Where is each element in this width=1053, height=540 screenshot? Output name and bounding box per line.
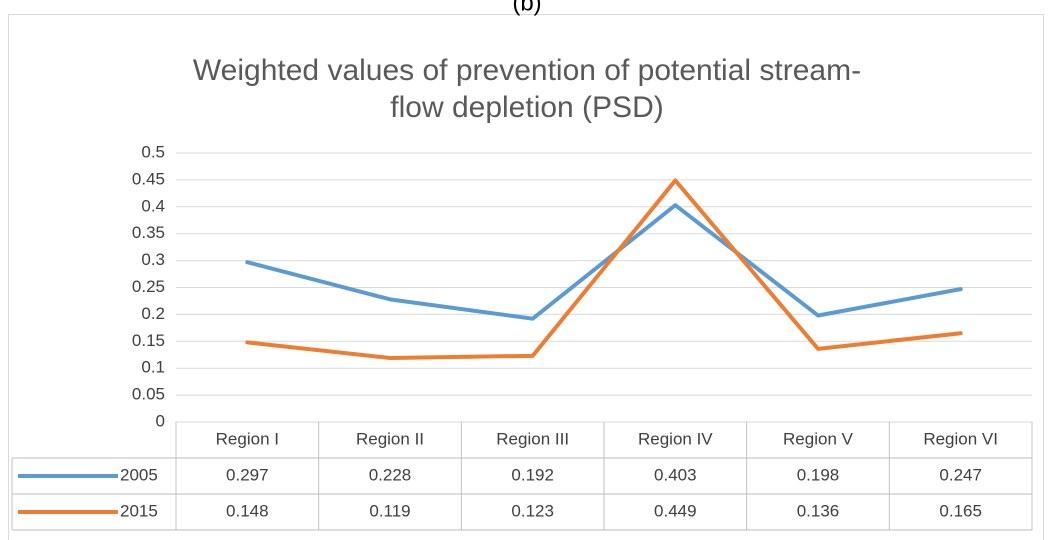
y-tick-label: 0.25: [132, 277, 165, 296]
chart-title: flow depletion (PSD): [390, 91, 663, 124]
y-tick-label: 0.15: [132, 331, 165, 350]
x-tick-label: Region II: [356, 429, 424, 448]
y-tick-label: 0.4: [141, 196, 165, 215]
legend-label: 2015: [120, 501, 158, 520]
x-tick-label: Region I: [216, 429, 279, 448]
table-value: 0.403: [654, 465, 697, 484]
figure-label: (b): [512, 0, 541, 16]
table-value: 0.247: [939, 465, 982, 484]
table-value: 0.165: [939, 501, 982, 520]
y-tick-label: 0: [156, 411, 165, 430]
y-tick-label: 0.05: [132, 385, 165, 404]
table-value: 0.148: [226, 501, 269, 520]
x-tick-label: Region V: [783, 429, 854, 448]
y-tick-label: 0.45: [132, 169, 165, 188]
y-tick-label: 0.3: [141, 250, 165, 269]
y-tick-label: 0.35: [132, 223, 165, 242]
y-tick-label: 0.2: [141, 304, 165, 323]
table-value: 0.297: [226, 465, 269, 484]
y-tick-label: 0.1: [141, 358, 165, 377]
table-value: 0.136: [797, 501, 840, 520]
table-value: 0.228: [369, 465, 412, 484]
series-line: [245, 203, 963, 321]
chart-title: Weighted values of prevention of potenti…: [193, 54, 861, 87]
label-mask: [480, 0, 580, 14]
x-tick-label: Region VI: [923, 429, 998, 448]
table-value: 0.198: [797, 465, 840, 484]
y-tick-label: 0.5: [141, 142, 165, 161]
table-value: 0.192: [511, 465, 554, 484]
table-value: 0.119: [369, 501, 410, 520]
legend-label: 2005: [120, 465, 158, 484]
chart-border: [8, 14, 1044, 540]
x-tick-label: Region IV: [638, 429, 713, 448]
series-line: [245, 178, 963, 360]
table-value: 0.123: [511, 501, 554, 520]
table-value: 0.449: [654, 501, 697, 520]
x-tick-label: Region III: [496, 429, 569, 448]
